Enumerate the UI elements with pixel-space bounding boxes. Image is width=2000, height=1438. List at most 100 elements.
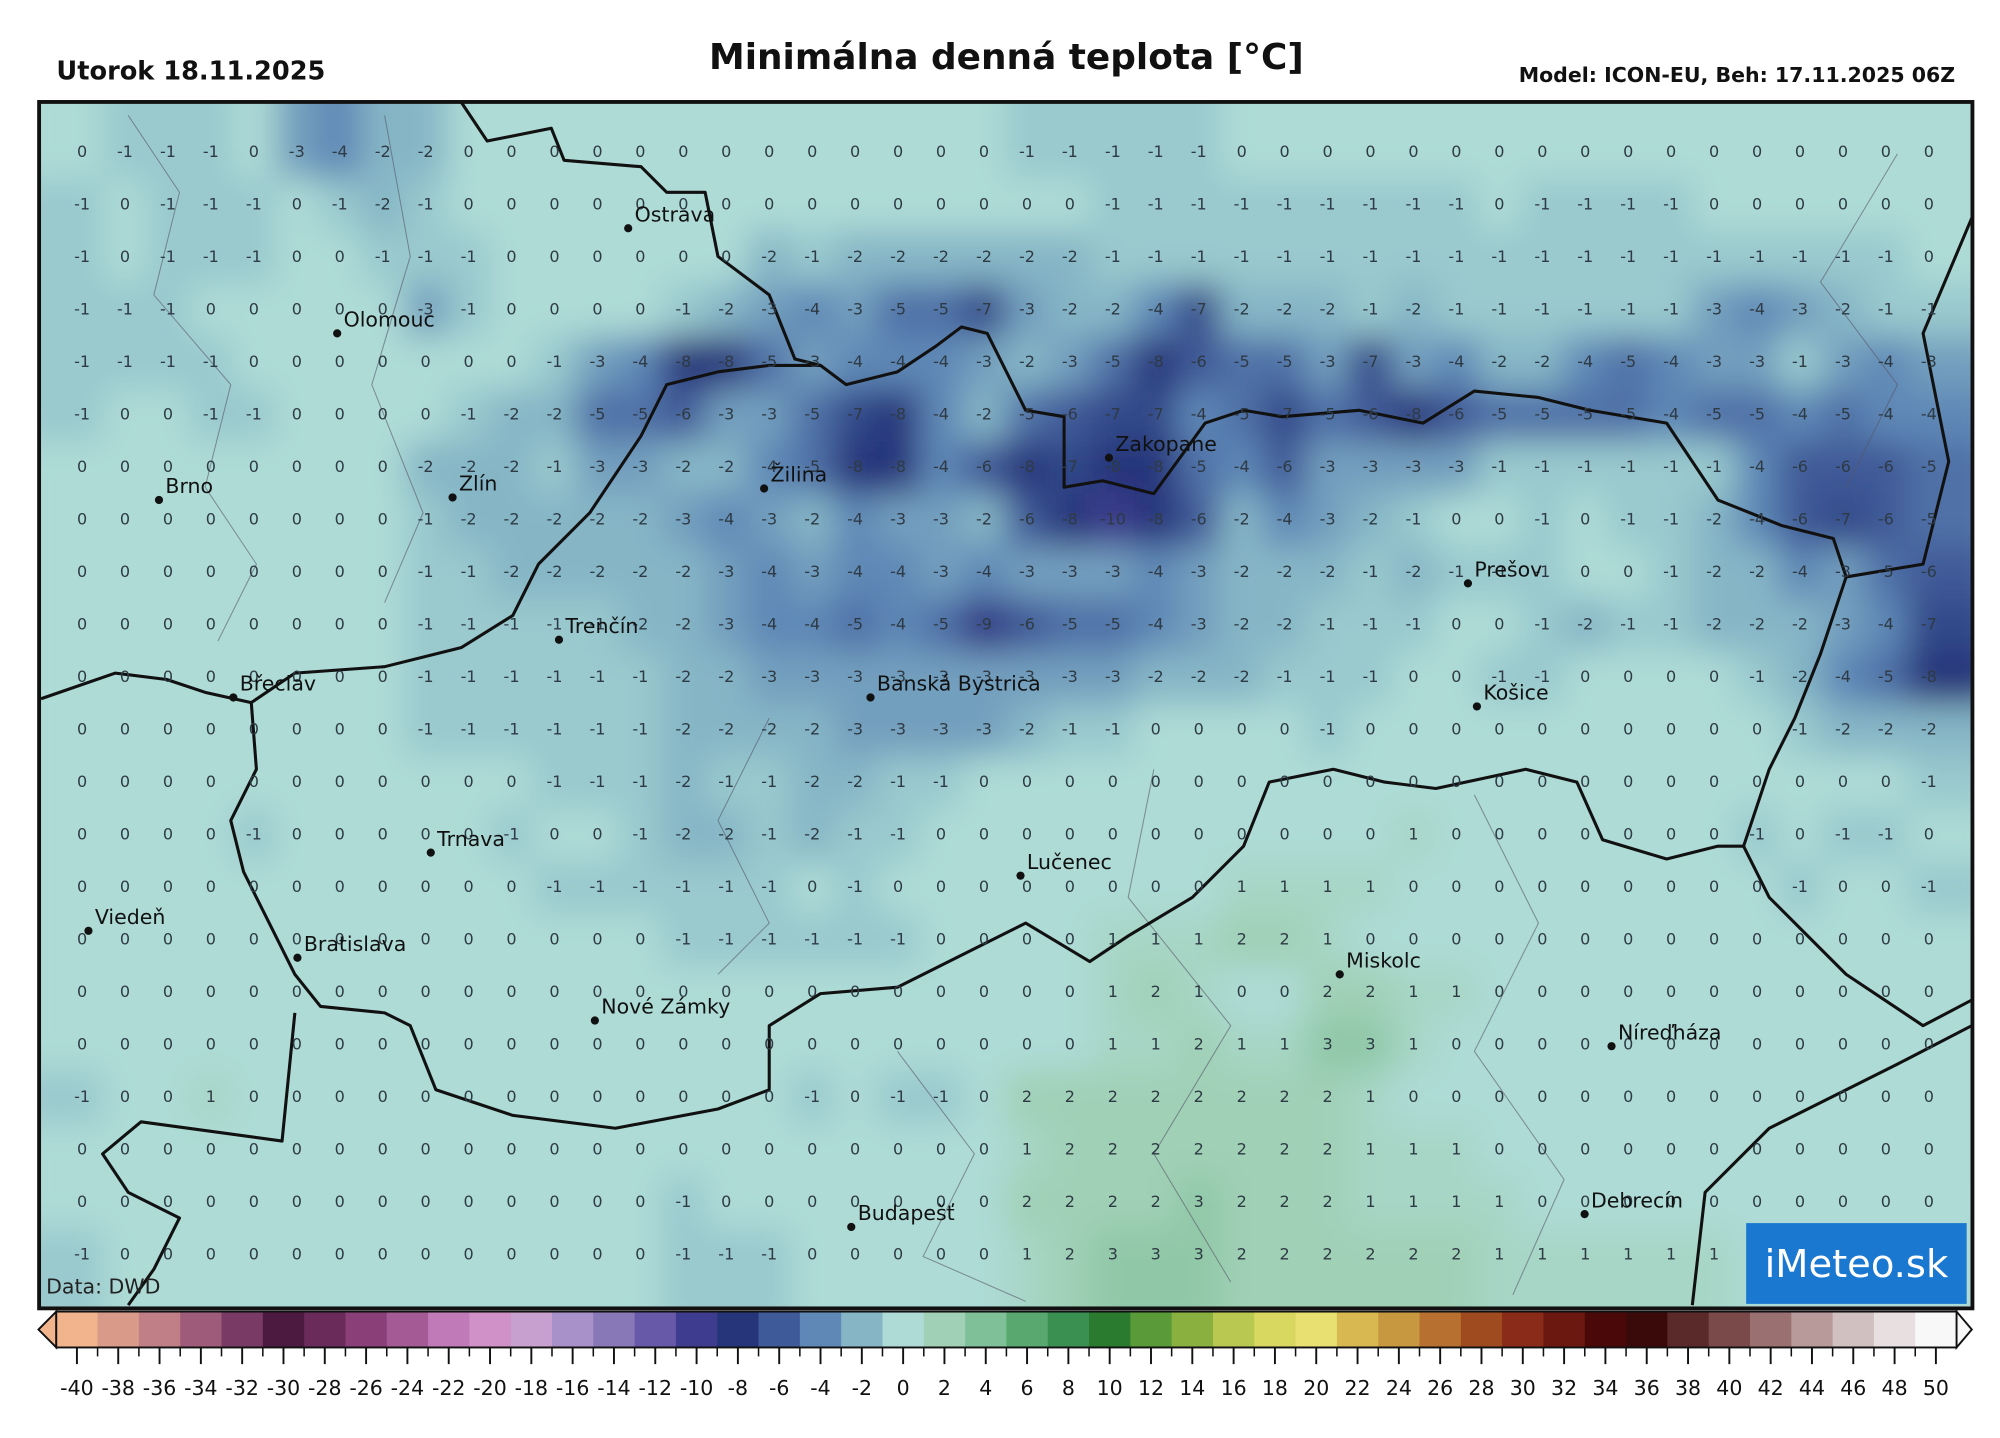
temperature-cell: [404, 178, 448, 233]
temperature-cell: [1864, 598, 1909, 653]
temperature-cell: [146, 102, 191, 180]
temperature-cell: [1434, 493, 1479, 548]
temperature-cell: [876, 441, 921, 495]
temperature-value: -1: [1363, 562, 1379, 581]
temperature-cell: [1477, 1228, 1522, 1307]
colorbar-label: 20: [1303, 1376, 1329, 1400]
temperature-value: 0: [635, 247, 645, 266]
temperature-value: 0: [249, 142, 259, 161]
temperature-cell: [833, 756, 878, 810]
colorbar-label: 22: [1345, 1376, 1371, 1400]
temperature-cell: [1263, 651, 1307, 705]
temperature-value: -5: [1577, 405, 1593, 424]
colorbar-segment: [1336, 1311, 1379, 1348]
temperature-cell: [1220, 336, 1264, 390]
temperature-cell: [575, 913, 620, 968]
temperature-cell: [575, 178, 620, 233]
temperature-cell: [1692, 388, 1737, 443]
temperature-value: 0: [1924, 1140, 1934, 1159]
temperature-value: 0: [463, 1087, 473, 1106]
temperature-cell: [447, 178, 491, 233]
temperature-cell: [1349, 546, 1393, 600]
temperature-value: -1: [1835, 825, 1851, 844]
temperature-value: 0: [1494, 510, 1504, 529]
temperature-cell: [1649, 703, 1694, 758]
temperature-value: 0: [678, 1035, 688, 1054]
temperature-cell: [490, 1176, 534, 1230]
city-label: Budapešť: [858, 1201, 955, 1225]
temperature-value: 0: [850, 142, 860, 161]
temperature-value: -1: [1921, 300, 1937, 319]
temperature-value: 0: [292, 1035, 302, 1054]
temperature-cell: [275, 546, 320, 600]
temperature-cell: [39, 1071, 105, 1125]
temperature-cell: [833, 808, 878, 863]
temperature-cell: [575, 808, 620, 863]
logo[interactable]: iMeteo.sk: [1765, 1242, 1949, 1287]
temperature-cell: [1563, 441, 1608, 495]
temperature-cell: [876, 913, 921, 968]
temperature-value: -4: [847, 510, 863, 529]
temperature-value: -5: [1320, 405, 1336, 424]
temperature-value: 0: [206, 720, 216, 739]
temperature-value: 0: [206, 667, 216, 686]
temperature-cell: [790, 913, 835, 968]
temperature-value: -3: [1019, 667, 1035, 686]
temperature-value: 1: [1108, 982, 1118, 1001]
colorbar-segment: [428, 1311, 471, 1348]
temperature-value: -1: [1749, 247, 1765, 266]
temperature-value: 2: [1151, 1140, 1161, 1159]
logo-box[interactable]: [1746, 1223, 1967, 1304]
temperature-cell: [1477, 756, 1522, 810]
temperature-value: -1: [1921, 772, 1937, 791]
temperature-cell: [575, 651, 620, 705]
temperature-value: 2: [1280, 1087, 1290, 1106]
temperature-value: -6: [1835, 457, 1851, 476]
temperature-cell: [1649, 1228, 1694, 1307]
temperature-value: 0: [206, 1245, 216, 1264]
temperature-value: -1: [632, 825, 648, 844]
temperature-cell: [103, 913, 148, 968]
temperature-value: 0: [678, 982, 688, 1001]
temperature-cell: [1048, 1071, 1093, 1125]
temperature-cell: [146, 1018, 191, 1073]
temperature-cell: [833, 861, 878, 915]
temperature-value: 0: [77, 1035, 87, 1054]
temperature-value: 0: [163, 562, 173, 581]
temperature-cell: [1477, 283, 1522, 338]
temperature-value: -5: [1620, 352, 1636, 371]
temperature-value: -6: [1019, 510, 1035, 529]
temperature-value: -2: [976, 405, 992, 424]
temperature-cell: [1391, 808, 1436, 863]
temperature-cell: [661, 1176, 706, 1230]
temperature-value: -3: [1320, 510, 1336, 529]
temperature-value: 0: [549, 982, 559, 1001]
temperature-value: -1: [1191, 142, 1207, 161]
temperature-value: -1: [1921, 877, 1937, 896]
temperature-cell: [1606, 441, 1651, 495]
temperature-cell: [318, 441, 362, 495]
temperature-value: 2: [1408, 1245, 1418, 1264]
temperature-value: 0: [936, 142, 946, 161]
temperature-value: -1: [761, 1245, 777, 1264]
temperature-cell: [790, 756, 835, 810]
colorbar-label: 18: [1262, 1376, 1288, 1400]
temperature-value: -2: [1792, 667, 1808, 686]
temperature-value: -3: [1191, 562, 1207, 581]
temperature-cell: [1134, 703, 1179, 758]
temperature-cell: [1864, 808, 1909, 863]
temperature-cell: [876, 1123, 921, 1178]
colorbar-label: 26: [1427, 1376, 1453, 1400]
temperature-value: 3: [1151, 1245, 1161, 1264]
temperature-value: 0: [421, 1087, 431, 1106]
temperature-value: -5: [1921, 457, 1937, 476]
temperature-value: 0: [506, 1087, 516, 1106]
temperature-cell: [876, 493, 921, 548]
temperature-value: 2: [1237, 930, 1247, 949]
temperature-value: 1: [1022, 1140, 1032, 1159]
temperature-value: 0: [163, 772, 173, 791]
temperature-cell: [1220, 598, 1264, 653]
temperature-cell: [1091, 1176, 1136, 1230]
temperature-cell: [1391, 1018, 1436, 1073]
temperature-cell: [1692, 703, 1737, 758]
